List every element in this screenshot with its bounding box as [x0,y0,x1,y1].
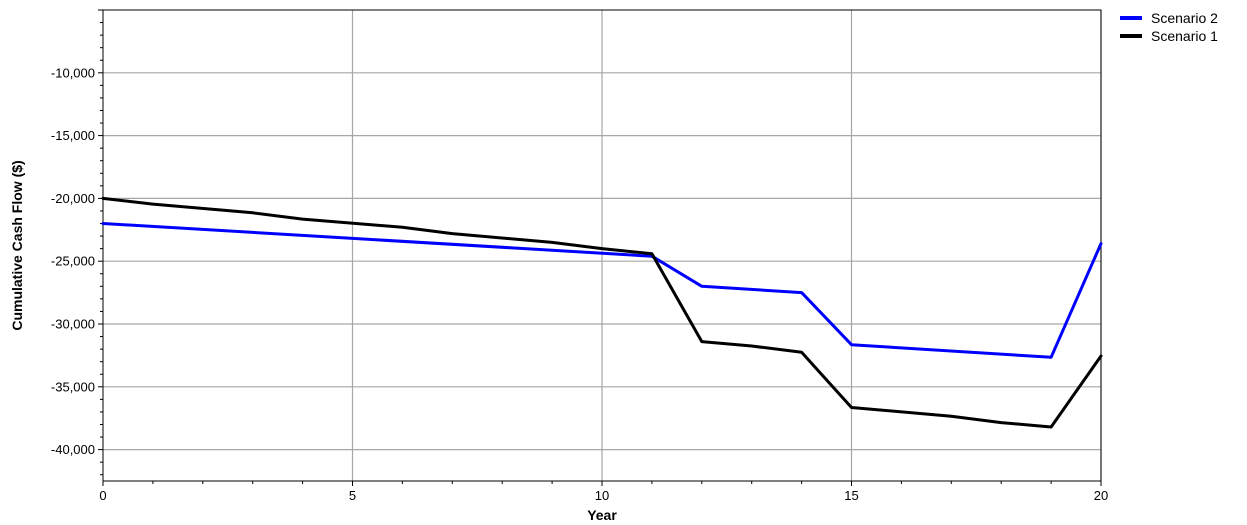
legend-label: Scenario 1 [1151,28,1218,44]
x-tick-label: 15 [844,488,858,503]
axes: -40,000 -35,000 -30,000 -25,000 -20,000 -15,0… [51,9,1108,503]
x-tick-label: 10 [595,488,609,503]
y-tick-label: -30,000 [51,317,95,332]
x-axis-title: Year [587,507,617,523]
y-tick-label: -10,000 [51,65,95,80]
x-tick-label: 20 [1094,488,1108,503]
legend-label: Scenario 2 [1151,10,1218,26]
grid [103,10,1102,481]
x-tick-label: 0 [99,488,106,503]
y-tick-label: -35,000 [51,379,95,394]
y-tick-label: -40,000 [51,442,95,457]
y-tick-label: -25,000 [51,254,95,269]
x-tick-label: 5 [349,488,356,503]
legend: Scenario 2 Scenario 1 [1120,10,1218,44]
series-line-scenario-1 [101,196,1103,429]
y-tick-label: -20,000 [51,191,95,206]
y-tick-label: -15,000 [51,128,95,143]
y-axis-title: Cumulative Cash Flow ($) [9,160,25,330]
series-lines [101,196,1103,429]
